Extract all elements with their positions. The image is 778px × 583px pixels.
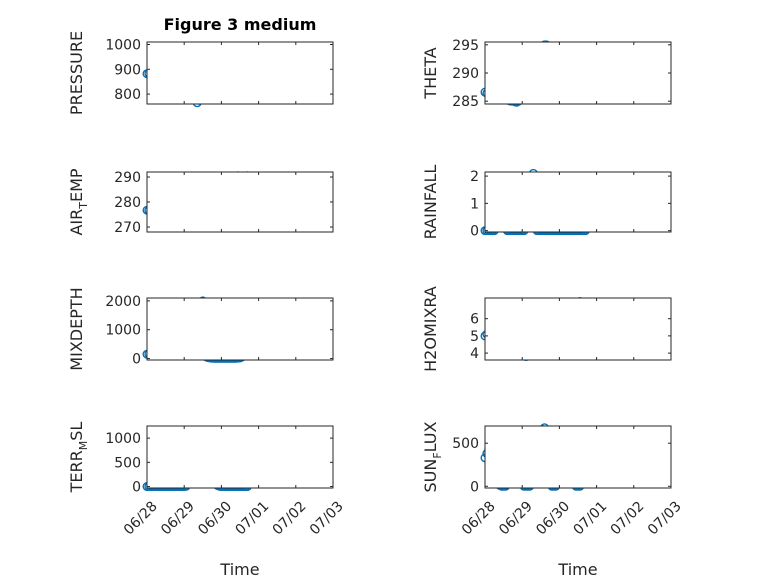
panel-pressure: 800 900 1000 PRESSURE Figure 3 medium [67,15,334,115]
y-tick-label: 1000 [105,431,141,447]
axes-box [146,297,334,361]
y-tick-label: 270 [114,220,141,236]
y-axis-label-part: LUX [421,421,440,452]
x-tick-label: 06/28 [459,498,499,538]
axes-box [484,297,672,361]
y-axis-label: SUNFLUX [421,421,444,492]
x-tick-label: 06/29 [158,498,198,538]
x-tick-label: 07/01 [571,498,611,538]
y-tick-label: 800 [114,87,141,103]
x-tick-label: 07/02 [270,498,310,538]
y-axis-label: TERRMSL [67,422,90,494]
y-axis-label: H2OMIXRA [421,286,440,372]
x-tick-label: 06/29 [496,498,536,538]
panel-rainfall: 0 1 2 RAINFALL [421,165,672,240]
x-tick-label: 07/03 [645,498,685,538]
y-axis-label: PRESSURE [67,31,86,115]
y-tick-label: 0 [470,224,479,240]
x-tick-label: 07/01 [233,498,273,538]
y-tick-label: 5 [470,329,479,345]
x-axis-label: Time [219,560,259,579]
y-tick-label: 1 [470,196,479,212]
y-tick-label: 1000 [105,323,141,339]
axes-box [146,171,334,233]
y-tick-label: 4 [470,346,479,362]
axes-box [484,171,672,233]
y-axis-label-part: TERR [67,450,86,493]
y-axis-label: THETA [421,47,440,99]
x-tick-label: 06/28 [121,498,161,538]
y-tick-label: 0 [470,479,479,495]
y-axis-label: RAINFALL [421,165,440,240]
axes-box [146,425,334,489]
panel-theta: 285 290 295 THETA [421,38,672,110]
y-tick-label: 295 [452,38,479,54]
y-axis-label-part: F [431,452,444,458]
y-tick-label: 280 [114,195,141,211]
y-axis-label-part: AIR [67,209,86,236]
axes-box [484,425,672,489]
x-tick-label: 07/03 [307,498,347,538]
y-tick-label: 0 [132,352,141,368]
y-axis-label-part: EMP [67,168,86,202]
axes-box [146,41,334,105]
panel-airtemp: 270 280 290 AIRTEMP [67,168,334,236]
y-tick-label: 290 [114,170,141,186]
y-tick-label: 2 [470,169,479,185]
y-tick-label: 2000 [105,294,141,310]
x-tick-label: 07/02 [608,498,648,538]
y-tick-label: 500 [452,436,479,452]
y-axis-label: MIXDEPTH [67,287,86,370]
panel-mixdepth: 0 1000 2000 MIXDEPTH [67,287,334,371]
y-axis-label-part: T [77,202,90,210]
y-axis-label: AIRTEMP [67,168,90,235]
y-tick-label: 900 [114,62,141,78]
y-tick-label: 500 [114,455,141,471]
y-tick-label: 285 [452,94,479,110]
x-tick-label: 06/30 [195,498,235,538]
y-tick-label: 290 [452,66,479,82]
x-axis-label: Time [557,560,597,579]
x-tick-label: 06/30 [533,498,573,538]
y-axis-label-part: SL [67,422,86,441]
panel-h2omixra: 456 H2OMIXRA [421,286,672,372]
y-tick-label: 6 [470,312,479,328]
y-axis-label-part: M [77,441,90,451]
y-tick-label: 1000 [105,37,141,53]
chart-title: Figure 3 medium [164,15,317,34]
y-axis-label-part: SUN [421,459,440,493]
axes-box [484,41,672,105]
y-tick-label: 0 [132,480,141,496]
